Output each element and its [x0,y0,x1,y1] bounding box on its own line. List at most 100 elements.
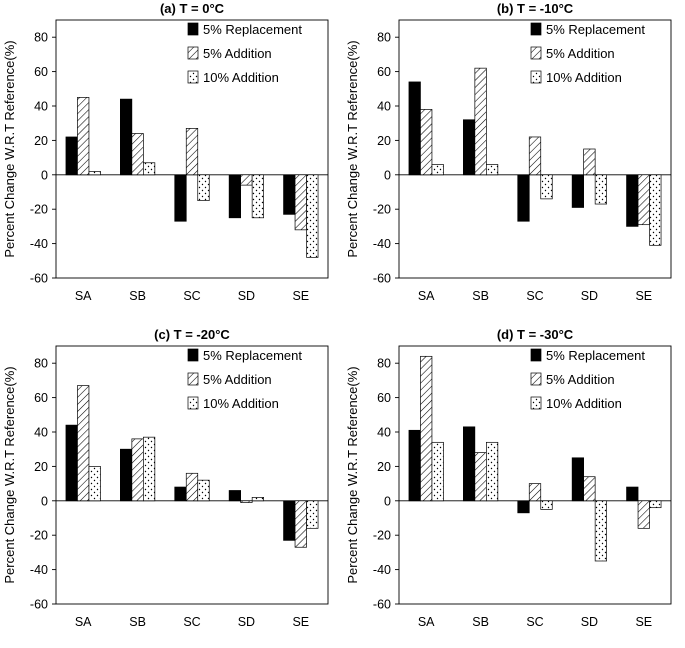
bar-sc-dots [197,479,210,502]
bar-se-hatch [294,174,307,231]
legend-label: 10% Addition [546,70,622,85]
y-tick-label: -40 [373,237,391,251]
bar-se-hatch [294,500,307,548]
y-tick-label: 80 [34,31,48,45]
bar-sb-solid [119,448,133,502]
y-tick-label: 20 [34,460,48,474]
legend-swatch-dots [187,396,199,410]
x-tick-label: SB [472,289,489,303]
y-tick-label: 60 [34,391,48,405]
chart-panel-c: (c) T = -20°C -60 -40 -20 0 20 40 60 80 Percent C… [0,326,342,648]
bar-sa-hatch [77,385,90,502]
legend-swatch-dots [187,70,199,84]
y-axis-label: Percent Change W.R.T Reference(%) [345,40,360,257]
chart-panel-b: (b) T = -10°C -60 -40 -20 0 20 40 60 80 Percent C… [343,0,685,322]
bar-sa-solid [408,81,421,176]
bar-sa-hatch [420,109,433,176]
y-tick-label: 20 [377,460,391,474]
y-tick-label: 80 [377,31,391,45]
bar-sb-dots [486,441,499,502]
legend-label: 5% Replacement [546,22,645,37]
x-tick-label: SB [129,289,146,303]
x-tick-label: SD [238,615,255,629]
bar-sc-dots [197,174,210,201]
bar-sa-hatch [420,355,433,502]
x-tick-label: SA [75,615,92,629]
bar-sc-solid [174,486,187,502]
chart-title: (c) T = -20°C [154,327,230,342]
legend-label: 5% Replacement [546,348,645,363]
y-tick-label: 40 [377,100,391,114]
bar-sb-dots [486,164,499,176]
chart-panel-d: (d) T = -30°C -60 -40 -20 0 20 40 60 80 Percent C… [343,326,685,648]
x-tick-label: SE [635,615,652,629]
bar-sc-hatch [528,136,542,176]
x-tick-label: SB [472,615,489,629]
bar-sa-solid [408,429,421,502]
x-tick-label: SE [635,289,652,303]
legend-label: 5% Addition [203,372,272,387]
x-tick-label: SD [238,289,255,303]
legend-label: 5% Addition [546,372,615,387]
bar-sd-solid [571,457,584,502]
bar-sd-dots [251,174,264,219]
y-axis-label: Percent Change W.R.T Reference(%) [2,366,17,583]
bar-sa-solid [65,424,78,502]
y-tick-label: -40 [30,563,48,577]
y-tick-label: 80 [34,357,48,371]
x-tick-label: SE [292,615,309,629]
bar-se-dots [306,500,319,529]
bar-se-solid [283,500,296,541]
bar-sa-dots [431,164,444,176]
legend-label: 5% Replacement [203,348,302,363]
bar-sc-dots [540,500,553,510]
x-tick-label: SA [418,615,435,629]
legend-swatch-solid [530,22,542,36]
chart-a: (a) T = 0°C -60 -40 -20 0 20 40 60 80 Percent Cha… [2,1,329,303]
bar-sd-hatch [240,500,253,503]
bar-sb-solid [119,98,133,176]
legend-label: 5% Addition [546,46,615,61]
bar-sd-hatch [240,174,253,186]
bar-sd-solid [228,490,241,502]
y-tick-label: 80 [377,357,391,371]
bar-sa-dots [88,171,101,176]
chart-title: (b) T = -10°C [497,1,574,16]
bar-se-hatch [637,500,650,529]
y-tick-label: -60 [373,598,391,612]
plot-frame [398,19,672,279]
legend-swatch-solid [187,22,199,36]
x-tick-label: SA [75,289,92,303]
legend-label: 10% Addition [546,396,622,411]
legend-swatch-hatch [530,46,542,60]
chart-d: (d) T = -30°C -60 -40 -20 0 20 40 60 80 Percent C… [345,327,672,629]
bar-sd-hatch [583,148,596,176]
bar-sc-solid [517,174,530,222]
y-tick-label: -40 [30,237,48,251]
bar-sb-hatch [474,452,487,502]
x-tick-label: SD [581,289,598,303]
chart-b: (b) T = -10°C -60 -40 -20 0 20 40 60 80 Percent C… [345,1,672,303]
bar-sd-solid [228,174,241,219]
bar-sb-hatch [131,133,144,176]
y-tick-label: -20 [373,203,391,217]
x-tick-label: SC [183,289,200,303]
bar-se-solid [283,174,296,215]
x-tick-label: SC [526,615,543,629]
y-tick-label: 0 [384,494,391,508]
legend-swatch-solid [530,348,542,362]
chart-title: (d) T = -30°C [497,327,574,342]
plot-frame [55,19,329,279]
bar-sb-hatch [474,67,487,176]
y-tick-label: 40 [377,426,391,440]
y-tick-label: 40 [34,426,48,440]
y-tick-label: -60 [30,598,48,612]
legend-swatch-dots [530,396,542,410]
bar-sb-dots [143,162,156,176]
bar-se-dots [649,500,662,509]
bar-sa-dots [88,466,101,502]
x-tick-label: SE [292,289,309,303]
y-tick-label: 0 [384,168,391,182]
x-tick-label: SD [581,615,598,629]
bar-sc-solid [174,174,187,222]
